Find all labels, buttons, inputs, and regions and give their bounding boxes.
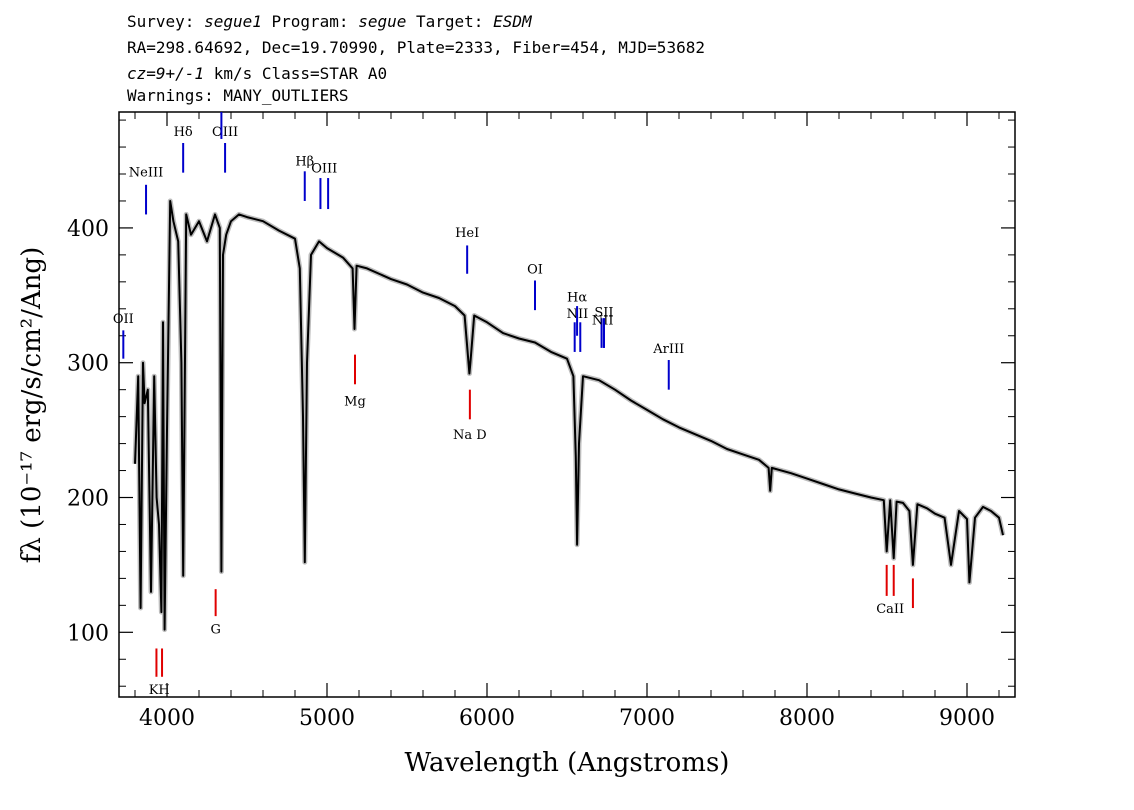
spectrum-line bbox=[134, 200, 1004, 631]
line-marker-label: Mg bbox=[344, 394, 366, 409]
line-marker-label: Hα bbox=[567, 291, 587, 306]
line-marker-label: Na D bbox=[453, 428, 487, 443]
x-tick-label: 8000 bbox=[779, 706, 835, 731]
line-marker-label: HeI bbox=[455, 226, 479, 241]
header-line-1: Survey: segue1 Program: segue Target: ES… bbox=[127, 12, 533, 31]
header-line-4: Warnings: MANY_OUTLIERS bbox=[127, 86, 349, 105]
line-marker-label: CaII bbox=[876, 602, 904, 617]
x-tick-label: 7000 bbox=[619, 706, 675, 731]
line-marker-label: OIII bbox=[311, 161, 337, 176]
line-marker-label: NII bbox=[592, 314, 614, 329]
line-marker-label: G bbox=[210, 622, 220, 637]
line-marker-label: NeIII bbox=[129, 165, 163, 180]
header-line-3: cz=9+/-1 km/s Class=STAR A0 bbox=[127, 64, 387, 83]
x-tick-label: 9000 bbox=[939, 706, 995, 731]
x-tick-label: 4000 bbox=[139, 706, 195, 731]
y-tick-label: 300 bbox=[67, 352, 109, 377]
axis-ticks: 4000 5000 6000 7000 8000 9000 100 200 300 400 bbox=[67, 112, 1015, 731]
x-axis-label: Wavelength (Angstroms) bbox=[405, 748, 730, 778]
plot-area bbox=[118, 111, 1016, 698]
line-marker-label: SII bbox=[594, 305, 613, 320]
line-marker-label: Hδ bbox=[174, 125, 193, 140]
line-marker-label: OI bbox=[527, 262, 543, 277]
y-axis-label: fλ (10⁻¹⁷ erg/s/cm²/Ang) bbox=[17, 247, 47, 563]
y-tick-label: 100 bbox=[67, 621, 109, 646]
y-tick-label: 200 bbox=[67, 487, 109, 512]
x-tick-label: 6000 bbox=[459, 706, 515, 731]
line-marker-label: OIII bbox=[212, 125, 238, 140]
line-marker-label: OII bbox=[113, 312, 134, 327]
header-line-2: RA=298.64692, Dec=19.70990, Plate=2333, … bbox=[127, 38, 705, 57]
spectrum-error-band bbox=[132, 198, 1006, 633]
header: Survey: segue1 Program: segue Target: ES… bbox=[127, 12, 705, 105]
y-tick-label: 400 bbox=[67, 217, 109, 242]
line-marker-label: Hβ bbox=[295, 155, 314, 170]
line-marker-label: KH bbox=[149, 683, 170, 698]
x-tick-label: 5000 bbox=[299, 706, 355, 731]
line-marker-label: ArIII bbox=[652, 342, 684, 357]
